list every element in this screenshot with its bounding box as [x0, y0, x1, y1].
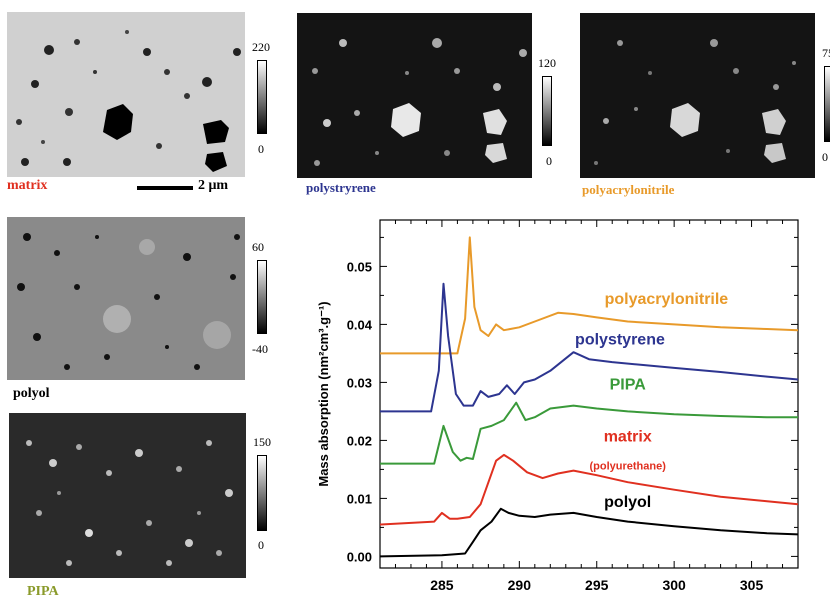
polyacrylonitrile-caption: polyacrylonitrile	[582, 182, 675, 197]
y-axis-label: Mass absorption (nm²cm³.g⁻¹)	[316, 301, 331, 486]
series-polyol-line	[379, 507, 799, 558]
annotation-label: (polyurethane)	[590, 460, 667, 472]
pipa-colorbar-min: 0	[258, 538, 264, 552]
annotation-label: polystyrene	[575, 332, 665, 349]
x-tick-label: 295	[585, 577, 609, 593]
polyacrylonitrile-map	[580, 13, 815, 178]
series-polyacrylonitrile-line	[380, 236, 799, 355]
polystyrene-colorbar	[542, 76, 552, 146]
x-tick-label: 305	[740, 577, 764, 593]
scale-bar	[137, 186, 193, 190]
y-tick-label: 0.02	[347, 433, 372, 448]
matrix-map	[7, 12, 245, 177]
series-polystyrene-line	[380, 282, 799, 413]
matrix-caption: matrix	[7, 178, 48, 193]
y-tick-label: 0.03	[347, 375, 372, 390]
x-tick-label: 300	[662, 577, 686, 593]
pipa-caption: PIPA	[27, 584, 59, 599]
polystyrene-map	[297, 13, 532, 178]
series-pipa-line	[380, 401, 798, 465]
polyacrylonitrile-colorbar-min: 0	[822, 150, 828, 164]
polystyrene-colorbar-min: 0	[546, 154, 552, 168]
polystyrene-caption: polystryrene	[306, 180, 376, 195]
matrix-colorbar	[257, 60, 267, 134]
polyol-caption: polyol	[13, 386, 50, 401]
polyol-map	[7, 217, 245, 380]
matrix-colorbar-max: 220	[252, 40, 270, 54]
y-tick-label: 0.01	[347, 491, 372, 506]
pipa-colorbar-max: 150	[253, 435, 271, 449]
polyol-colorbar-min: -40	[252, 342, 268, 356]
matrix-colorbar-min: 0	[258, 142, 264, 156]
x-tick-label: 290	[508, 577, 532, 593]
annotation-label: polyol	[604, 494, 651, 511]
y-tick-label: 0.05	[347, 259, 372, 274]
spectra-chart: 285 290 295 300 305 0.00 0.01 0.02 0.03 0.04 0.05 M…	[316, 219, 799, 593]
polyacrylonitrile-colorbar-max: 75	[822, 46, 830, 60]
scale-bar-label: 2 μm	[198, 178, 229, 193]
polystyrene-colorbar-max: 120	[538, 56, 556, 70]
series-matrix-line	[379, 453, 799, 526]
polyol-colorbar	[257, 260, 267, 334]
polyol-colorbar-max: 60	[252, 240, 264, 254]
annotation-label: matrix	[604, 429, 652, 446]
polyacrylonitrile-colorbar	[824, 66, 830, 142]
y-tick-label: 0.04	[347, 317, 373, 332]
pipa-map	[9, 413, 246, 578]
annotation-label: PIPA	[610, 376, 647, 393]
y-tick-label: 0.00	[347, 549, 372, 564]
x-tick-label: 285	[430, 577, 454, 593]
plot-frame	[379, 219, 799, 569]
annotation-label: polyacrylonitrile	[605, 291, 729, 308]
pipa-colorbar	[257, 455, 267, 531]
